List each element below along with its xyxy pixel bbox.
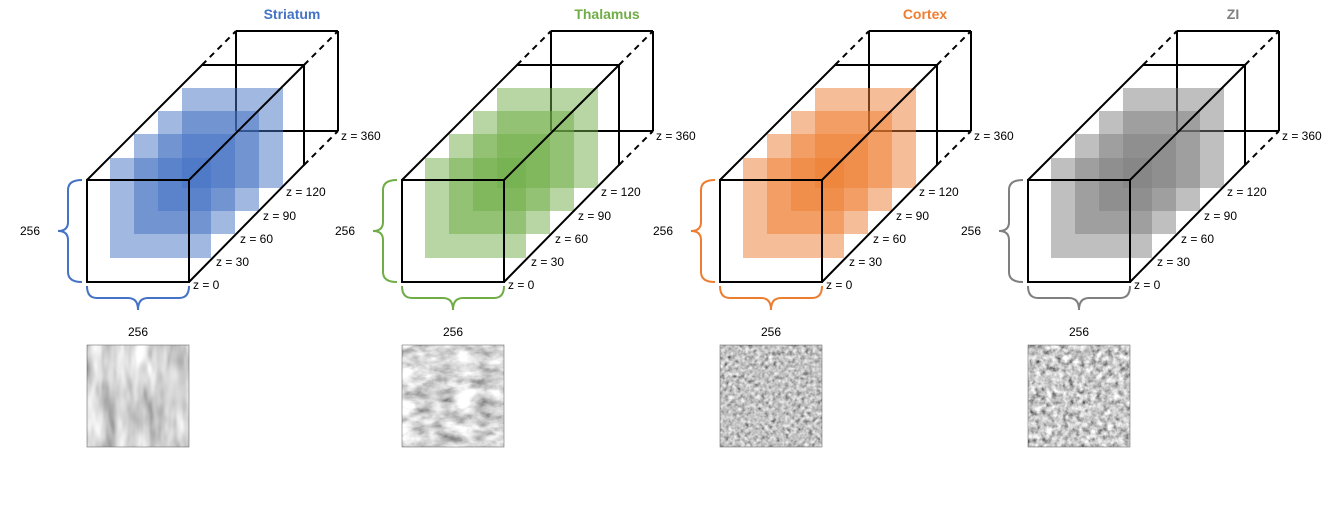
z-label: z = 0 xyxy=(508,278,535,292)
em-sample-image xyxy=(719,344,823,448)
cube-dashed-edge xyxy=(618,30,654,66)
z-label: z = 360 xyxy=(656,129,696,143)
panel-title: ZI xyxy=(1227,6,1239,22)
z-label: z = 0 xyxy=(193,278,220,292)
z-label: z = 90 xyxy=(578,209,611,223)
volume-panel-thalamus: Thalamus z = 0 z = 30 z = 60 z = 90 z = 120 z … xyxy=(335,6,696,448)
panel-title: Cortex xyxy=(903,6,948,22)
z-label: z = 120 xyxy=(1227,185,1267,199)
panel-title: Thalamus xyxy=(574,6,640,22)
volume-panel-zi: ZI z = 0 z = 30 z = 60 z = 90 z = 120 z = 360 2… xyxy=(961,6,1322,448)
cube-dashed-edge xyxy=(1244,130,1280,166)
height-label: 256 xyxy=(961,224,981,238)
height-label: 256 xyxy=(653,224,673,238)
panel-title: Striatum xyxy=(264,6,321,22)
z-label: z = 60 xyxy=(555,232,588,246)
cube-front-face xyxy=(1027,179,1131,283)
em-texture xyxy=(720,345,822,447)
em-sample-image xyxy=(1027,344,1131,448)
z-label: z = 60 xyxy=(240,232,273,246)
z-label: z = 360 xyxy=(341,129,381,143)
z-label: z = 90 xyxy=(896,209,929,223)
z-label: z = 360 xyxy=(974,129,1014,143)
z-label: z = 90 xyxy=(1204,209,1237,223)
volume-panel-striatum: Striatum z = 0 z = 30 z = 60 z = 90 z = 120 z … xyxy=(20,6,381,448)
cube-edge xyxy=(1129,64,1246,181)
em-border xyxy=(401,344,505,448)
z-label: z = 60 xyxy=(873,232,906,246)
cube-dashed-edge xyxy=(1244,30,1280,66)
volume-panel-cortex: Cortex z = 0 z = 30 z = 60 z = 90 z = 120 z = … xyxy=(653,6,1014,448)
em-texture xyxy=(1028,345,1130,447)
width-brace xyxy=(1027,285,1131,311)
em-sample-image xyxy=(401,344,505,448)
width-label: 256 xyxy=(1069,325,1089,339)
cube-front-face xyxy=(401,179,505,283)
em-texture xyxy=(87,345,189,447)
cube-dashed-edge xyxy=(936,130,972,166)
z-label: z = 30 xyxy=(849,255,882,269)
height-brace xyxy=(372,179,398,283)
z-label: z = 120 xyxy=(286,185,326,199)
em-sample-image xyxy=(86,344,190,448)
z-label: z = 30 xyxy=(1157,255,1190,269)
cube-dashed-edge xyxy=(1142,30,1178,66)
z-label: z = 360 xyxy=(1282,129,1322,143)
z-label: z = 0 xyxy=(1134,278,1161,292)
height-label: 256 xyxy=(335,224,355,238)
width-brace xyxy=(401,285,505,311)
height-brace xyxy=(998,179,1024,283)
cube-front-face xyxy=(719,179,823,283)
width-label: 256 xyxy=(128,325,148,339)
width-label: 256 xyxy=(443,325,463,339)
height-brace xyxy=(57,179,83,283)
z-label: z = 120 xyxy=(601,185,641,199)
height-brace xyxy=(690,179,716,283)
em-texture xyxy=(402,345,504,447)
z-label: z = 90 xyxy=(263,209,296,223)
cube-dashed-edge xyxy=(936,30,972,66)
z-label: z = 30 xyxy=(531,255,564,269)
cube-front-face xyxy=(86,179,190,283)
cube-edge xyxy=(821,64,938,181)
cube-dashed-edge xyxy=(834,30,870,66)
cube-edge xyxy=(188,64,305,181)
height-label: 256 xyxy=(20,224,40,238)
width-label: 256 xyxy=(761,325,781,339)
cube-edge xyxy=(503,64,620,181)
cube-dashed-edge xyxy=(516,30,552,66)
width-brace xyxy=(86,285,190,311)
cube-dashed-edge xyxy=(618,130,654,166)
z-label: z = 0 xyxy=(826,278,853,292)
cube-dashed-edge xyxy=(303,130,339,166)
em-border xyxy=(719,344,823,448)
cube-dashed-edge xyxy=(201,30,237,66)
em-border xyxy=(86,344,190,448)
em-border xyxy=(1027,344,1131,448)
cube-dashed-edge xyxy=(303,30,339,66)
z-label: z = 120 xyxy=(919,185,959,199)
z-label: z = 60 xyxy=(1181,232,1214,246)
z-label: z = 30 xyxy=(216,255,249,269)
width-brace xyxy=(719,285,823,311)
